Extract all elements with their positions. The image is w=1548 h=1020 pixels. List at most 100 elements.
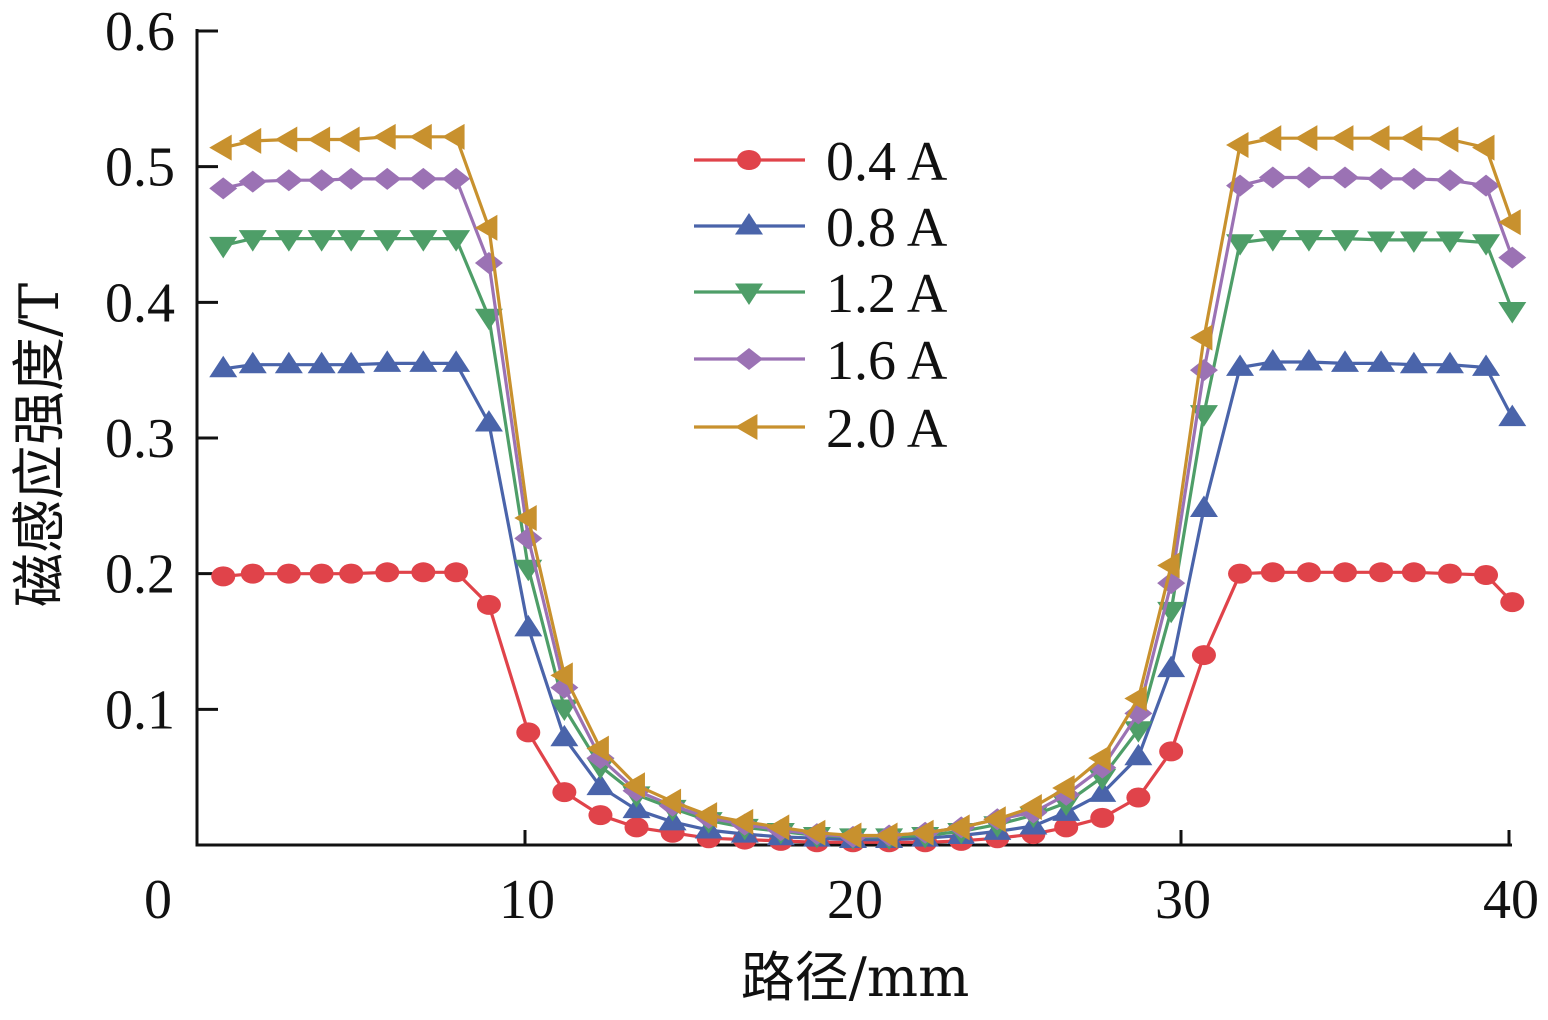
data-point [411, 562, 436, 583]
data-point [276, 563, 301, 584]
data-point [238, 127, 262, 154]
data-point [1189, 324, 1213, 351]
x-tick-label: 10 [499, 869, 555, 931]
data-point [1474, 565, 1499, 586]
data-point [1472, 174, 1501, 197]
data-point [1226, 131, 1249, 158]
series-line [223, 570, 1514, 844]
data-point [373, 167, 402, 190]
data-point [307, 169, 336, 192]
data-point [1369, 562, 1394, 583]
legend-label: 1.6 A [826, 330, 948, 392]
series-layer [209, 123, 1527, 853]
data-point [209, 355, 238, 378]
data-point [514, 614, 543, 637]
data-point [1228, 563, 1253, 584]
legend-marker-icon [735, 414, 758, 440]
data-point [209, 134, 232, 161]
data-point [658, 788, 682, 815]
data-point [1157, 552, 1180, 579]
data-point [947, 814, 970, 841]
data-point [1498, 246, 1527, 269]
data-point [1157, 655, 1186, 678]
data-point [444, 562, 469, 583]
data-point [474, 251, 503, 274]
data-point [1333, 562, 1357, 583]
data-point [624, 817, 649, 838]
data-point [209, 177, 238, 200]
data-point [307, 126, 331, 153]
data-point [373, 350, 402, 372]
data-point [238, 351, 267, 374]
data-point [1498, 404, 1527, 427]
data-point [550, 662, 573, 689]
data-point [337, 230, 366, 252]
data-point [442, 350, 471, 372]
data-point [1226, 234, 1255, 256]
y-tick-label: 0.4 [105, 272, 175, 334]
data-point [1367, 125, 1390, 152]
data-point [1296, 562, 1321, 583]
legend-item: 2.0 A [694, 398, 948, 460]
data-point [1157, 572, 1186, 595]
data-point [1500, 592, 1525, 613]
data-point [1294, 166, 1323, 189]
data-point [1258, 349, 1287, 371]
data-point [1294, 349, 1323, 371]
data-point [1399, 351, 1428, 374]
data-point [1437, 563, 1462, 584]
data-point [274, 351, 303, 374]
data-point [1435, 351, 1464, 374]
data-point [1331, 350, 1359, 372]
data-point [274, 169, 303, 192]
data-point [1052, 775, 1075, 802]
y-tick-label: 0.6 [105, 1, 175, 63]
data-point [238, 230, 267, 252]
data-point [1294, 230, 1323, 252]
data-point [476, 594, 501, 615]
data-point [307, 230, 336, 252]
data-point [337, 126, 360, 153]
series-line [222, 237, 1514, 839]
data-point [209, 236, 238, 259]
data-point [1367, 350, 1396, 372]
data-point [1331, 125, 1354, 152]
data-point [1472, 354, 1501, 376]
data-point [1189, 495, 1218, 517]
data-point [1331, 166, 1359, 189]
data-point [1401, 562, 1426, 583]
data-point [550, 699, 579, 721]
data-point [730, 808, 754, 835]
data-point [586, 735, 609, 762]
data-point [211, 566, 236, 587]
data-point [1258, 125, 1282, 152]
data-point [474, 410, 503, 432]
legend-marker-icon [737, 150, 761, 170]
legend-item: 1.2 A [694, 263, 948, 325]
data-point [1124, 743, 1153, 766]
origin-tick-label: 0 [144, 869, 172, 931]
legend-marker-icon [735, 283, 763, 305]
x-axis-title: 路径/mm [741, 946, 970, 1009]
data-point [588, 805, 613, 826]
data-point [373, 230, 402, 252]
data-point [552, 782, 577, 803]
data-point [1159, 741, 1184, 762]
legend-item: 1.6 A [694, 330, 948, 392]
data-point [373, 123, 396, 150]
data-point [1435, 126, 1459, 153]
data-point [1088, 780, 1117, 802]
data-point [514, 505, 537, 532]
data-point [307, 351, 336, 374]
legend-marker-icon [735, 348, 763, 370]
data-point [1019, 794, 1042, 821]
legend-label: 2.0 A [826, 398, 948, 460]
data-point [409, 167, 438, 190]
data-point [337, 351, 366, 374]
data-point [1260, 562, 1285, 583]
legend-label: 0.8 A [826, 197, 948, 259]
data-point [1088, 745, 1111, 772]
series-0-4-a [211, 562, 1525, 853]
x-tick-label: 30 [1155, 869, 1211, 931]
data-point [1435, 169, 1464, 192]
